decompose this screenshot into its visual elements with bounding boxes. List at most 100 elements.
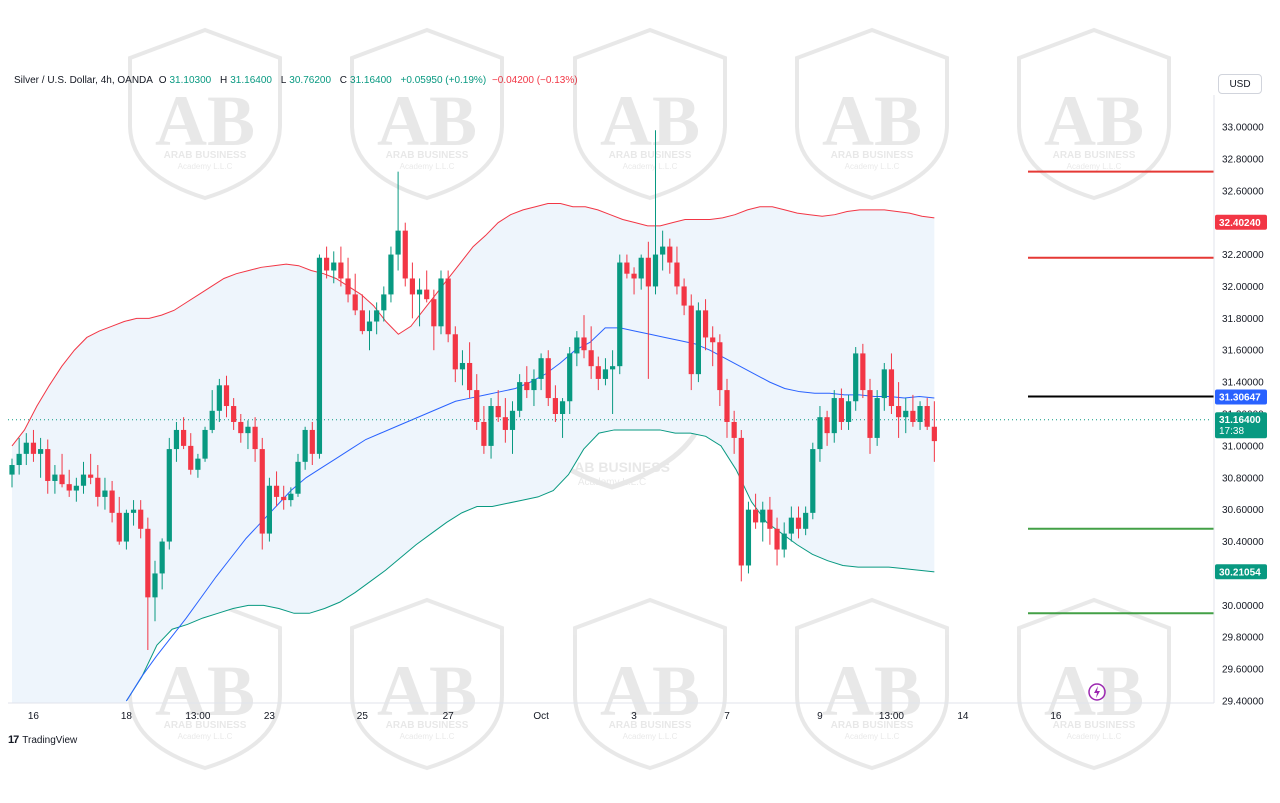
candle-body: [52, 474, 58, 481]
candle-body: [795, 517, 802, 529]
candle-body: [910, 410, 916, 422]
shield-outline: [795, 597, 949, 771]
price-tag-label: 32.40240: [1219, 218, 1261, 229]
candle: [559, 398, 566, 438]
candle: [130, 500, 137, 526]
candle-body: [810, 449, 816, 513]
candle: [331, 251, 337, 284]
watermark-subtext: Academy L.L.C: [578, 477, 646, 488]
candle-body: [467, 362, 473, 391]
candle: [245, 420, 251, 450]
candle: [395, 171, 401, 271]
candle-body: [166, 449, 172, 542]
candle: [102, 477, 108, 510]
candle: [73, 477, 79, 502]
watermark-monogram: AB: [377, 81, 477, 161]
candle-body: [545, 358, 551, 399]
candle: [588, 326, 594, 379]
candle-body: [338, 262, 344, 279]
watermark-subtext: Academy L.L.C: [623, 732, 678, 741]
watermark-monogram: AB: [155, 81, 255, 161]
candle: [366, 310, 373, 351]
watermark-text: ARAB BUSINESS: [609, 720, 692, 731]
candle-body: [188, 445, 194, 470]
candle-body: [116, 512, 122, 542]
candle: [810, 442, 816, 520]
candle-body: [80, 474, 87, 486]
candle-body: [559, 401, 566, 414]
candle: [645, 241, 651, 379]
candle: [23, 433, 29, 466]
candle-body: [38, 449, 44, 454]
candle-body: [273, 485, 280, 497]
candle-body: [660, 246, 666, 255]
candle: [538, 353, 544, 391]
candle-body: [874, 398, 880, 438]
candle: [338, 246, 344, 287]
candle-body: [295, 461, 301, 494]
candle-body: [867, 390, 873, 438]
candle: [710, 326, 716, 367]
candle: [660, 230, 666, 271]
candle: [238, 414, 244, 443]
candle: [123, 509, 129, 550]
bollinger-upper-band: [11, 203, 935, 447]
candle-body: [452, 334, 458, 370]
price-tag-bg: [1215, 412, 1267, 439]
candle: [381, 286, 387, 322]
candle: [931, 401, 937, 462]
candle: [116, 496, 122, 545]
x-tick-label: 13:00: [185, 711, 210, 722]
watermark-text: ARAB BUSINESS: [386, 720, 469, 731]
candle-body: [788, 517, 794, 534]
candle-body: [610, 366, 616, 370]
candle-body: [731, 421, 737, 438]
candle: [803, 506, 809, 536]
candle-body: [517, 382, 523, 411]
currency-button[interactable]: USD: [1218, 74, 1262, 94]
watermark-monogram: AB: [1044, 651, 1144, 731]
candle: [488, 398, 494, 459]
candle: [860, 343, 866, 399]
candle-body: [474, 390, 480, 422]
shield-outline: [350, 597, 504, 771]
watermark-subtext: Academy L.L.C: [178, 732, 233, 741]
candle-body: [745, 509, 752, 566]
watermark-monogram: AB: [377, 651, 477, 731]
candle-body: [567, 353, 573, 402]
candle: [138, 500, 144, 539]
candle-body: [288, 493, 294, 501]
candle-body: [817, 417, 823, 450]
shield-outline: [573, 27, 727, 201]
candle-body: [181, 429, 187, 446]
candle-body: [738, 437, 744, 566]
candle: [502, 398, 508, 443]
candle: [424, 270, 430, 303]
candle: [402, 222, 408, 287]
candle-body: [459, 362, 466, 370]
candle: [481, 406, 487, 454]
x-tick-label: 9: [817, 711, 823, 722]
candle-body: [245, 426, 251, 434]
price-tag-bg: [1215, 389, 1267, 405]
candle: [38, 437, 44, 478]
candle-body: [495, 406, 501, 418]
candle: [52, 465, 58, 494]
candle: [16, 437, 22, 475]
price-tag-bg: [1215, 214, 1267, 230]
candle-body: [445, 278, 451, 335]
ohlc-close: C 31.16400: [339, 75, 392, 86]
candle-body: [860, 353, 866, 391]
candle-body: [753, 509, 759, 523]
price-tag-countdown: 17:38: [1219, 426, 1244, 437]
candle: [738, 429, 744, 582]
watermark-subtext: Academy L.L.C: [1067, 732, 1122, 741]
candle: [474, 374, 480, 430]
candle-body: [159, 541, 165, 574]
watermark-monogram: AB: [155, 651, 255, 731]
tradingview-brand[interactable]: 17 TradingView: [8, 734, 77, 746]
lightning-icon: [1088, 683, 1106, 701]
